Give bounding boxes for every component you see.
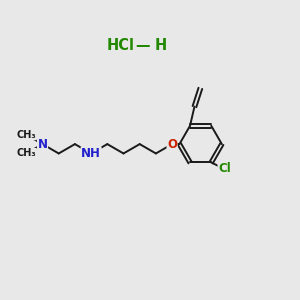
Text: N: N (38, 138, 47, 151)
Text: HCl: HCl (106, 38, 135, 53)
Text: O: O (167, 138, 177, 151)
Text: NH: NH (81, 147, 101, 160)
Text: H: H (154, 38, 167, 53)
Text: Cl: Cl (218, 162, 231, 176)
Text: CH₃: CH₃ (16, 148, 36, 158)
Text: CH₃: CH₃ (16, 130, 36, 140)
Text: —: — (135, 38, 150, 53)
